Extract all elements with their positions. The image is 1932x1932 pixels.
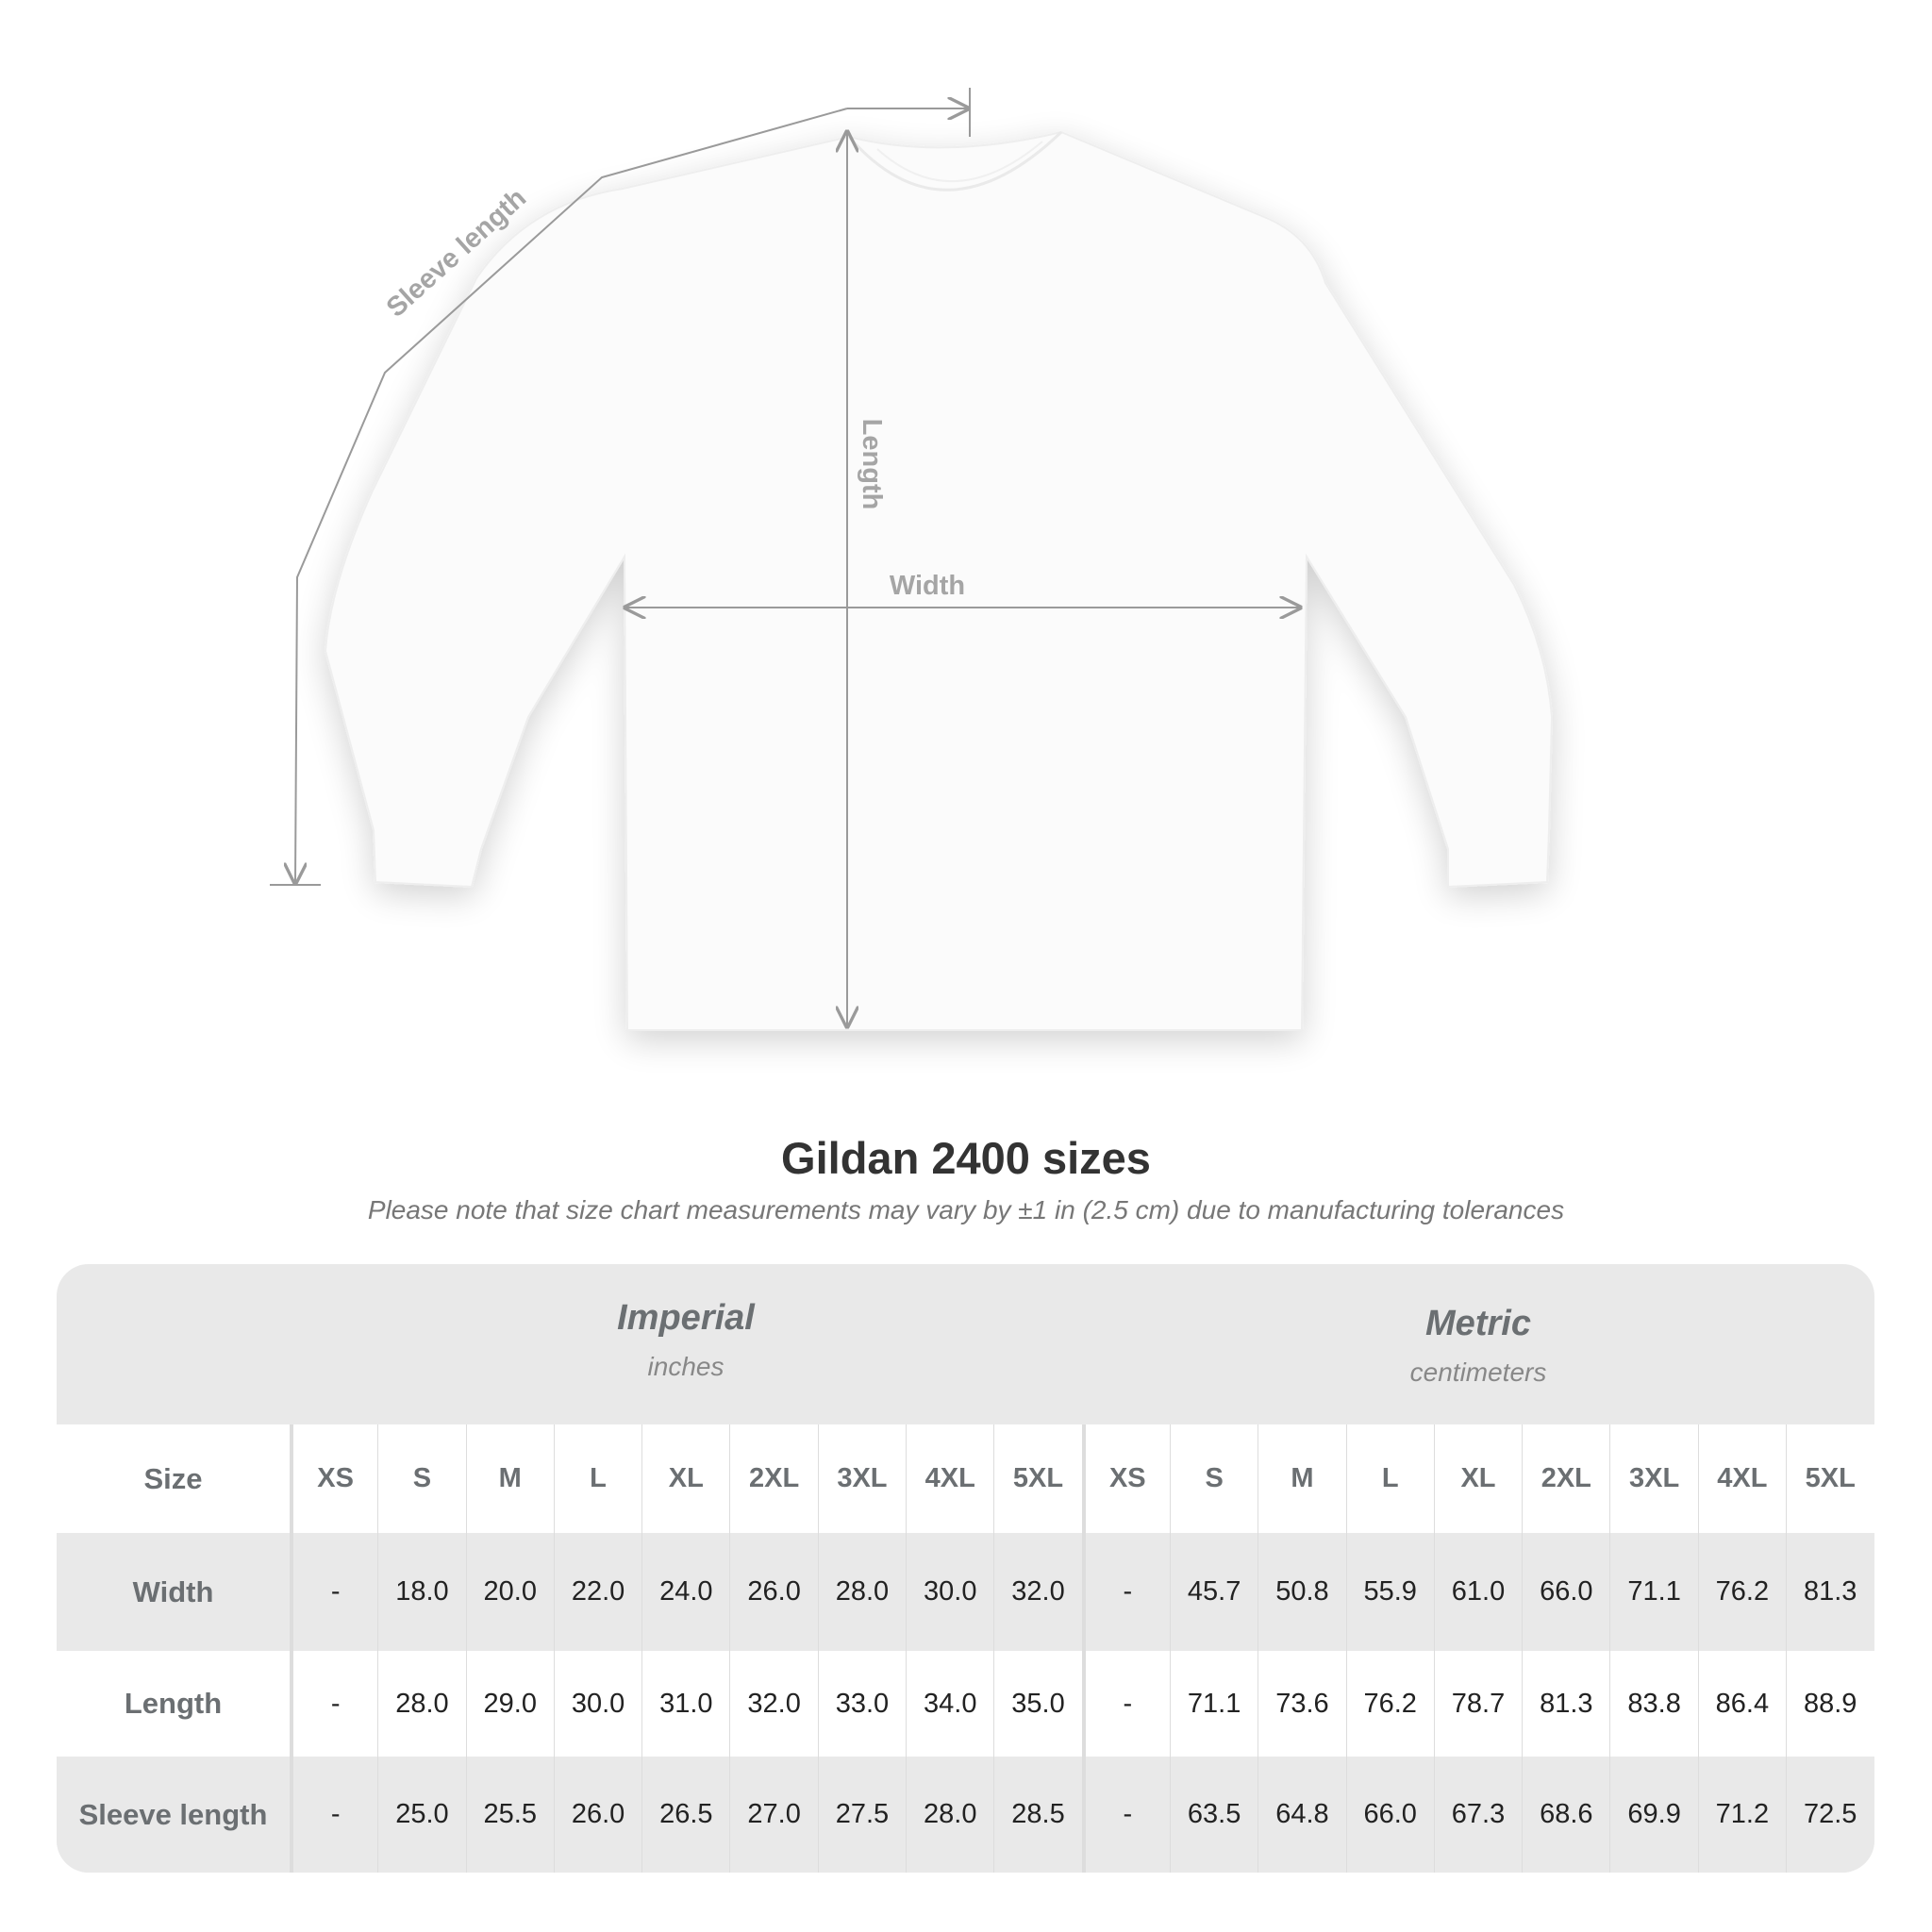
size-header-cell: XL <box>1433 1424 1522 1533</box>
size-table: Imperial inches Metric centimeters Size X… <box>57 1264 1874 1873</box>
size-header-cell: L <box>553 1424 641 1533</box>
table-cell: 27.0 <box>729 1757 817 1873</box>
table-cell: 27.5 <box>817 1757 906 1873</box>
imperial-title: Imperial <box>617 1298 755 1338</box>
row-label: Length <box>124 1687 223 1720</box>
table-cell: 18.0 <box>377 1533 465 1651</box>
table-cell: 83.8 <box>1609 1651 1697 1757</box>
size-header-cell: 4XL <box>906 1424 993 1533</box>
table-cell: 28.5 <box>993 1757 1081 1873</box>
table-cell: 88.9 <box>1786 1651 1874 1757</box>
table-cell: 81.3 <box>1786 1533 1874 1651</box>
table-cell: 64.8 <box>1257 1757 1345 1873</box>
shirt-shape <box>324 130 1554 1031</box>
row-label: Size <box>143 1461 203 1495</box>
table-cell: - <box>1081 1533 1170 1651</box>
size-header-cell: 4XL <box>1697 1424 1786 1533</box>
row-label: Sleeve length <box>78 1797 268 1831</box>
table-cell: 34.0 <box>906 1651 993 1757</box>
size-header-cell: 5XL <box>1786 1424 1874 1533</box>
table-cell: 69.9 <box>1609 1757 1697 1873</box>
table-cell: 63.5 <box>1169 1757 1257 1873</box>
size-header-cell: XL <box>641 1424 729 1533</box>
table-cell: 55.9 <box>1345 1533 1434 1651</box>
imperial-header: Imperial inches <box>290 1264 1082 1424</box>
table-row: Sleeve length -25.0 25.5 26.0 26.5 27.0 27.5 28… <box>57 1757 1874 1873</box>
row-label: Width <box>132 1574 214 1608</box>
size-header-cell: 2XL <box>1522 1424 1609 1533</box>
table-cell: 71.1 <box>1169 1651 1257 1757</box>
table-cell: 29.0 <box>465 1651 554 1757</box>
table-cell: 71.1 <box>1609 1533 1697 1651</box>
size-header-cell: M <box>1257 1424 1345 1533</box>
size-header-row: Size XS S M L XL 2XL 3XL 4XL 5XL XS S M L XL 2XL 3XL 4XL 5… <box>57 1424 1874 1533</box>
size-header-cell: 5XL <box>993 1424 1081 1533</box>
table-cell: - <box>290 1757 377 1873</box>
table-cell: 61.0 <box>1433 1533 1522 1651</box>
table-cell: 25.5 <box>465 1757 554 1873</box>
table-cell: 30.0 <box>553 1651 641 1757</box>
table-cell: - <box>290 1651 377 1757</box>
table-cell: 76.2 <box>1697 1533 1786 1651</box>
tolerance-note: Please note that size chart measurements… <box>367 1195 1565 1224</box>
table-cell: - <box>290 1533 377 1651</box>
table-cell: 73.6 <box>1257 1651 1345 1757</box>
size-header-cell: M <box>465 1424 554 1533</box>
length-label: Length <box>857 419 887 510</box>
table-cell: 66.0 <box>1522 1533 1609 1651</box>
table-cell: 86.4 <box>1697 1651 1786 1757</box>
table-cell: 32.0 <box>993 1533 1081 1651</box>
table-cell: 28.0 <box>906 1757 993 1873</box>
sleeve-line <box>295 108 848 883</box>
table-cell: 68.6 <box>1522 1757 1609 1873</box>
table-cell: 26.0 <box>729 1533 817 1651</box>
table-cell: - <box>1081 1757 1170 1873</box>
table-cell: 72.5 <box>1786 1757 1874 1873</box>
table-cell: 32.0 <box>729 1651 817 1757</box>
size-header-cell: 2XL <box>729 1424 817 1533</box>
table-cell: 20.0 <box>465 1533 554 1651</box>
table-cell: 26.0 <box>553 1757 641 1873</box>
size-header-cell: L <box>1345 1424 1434 1533</box>
table-cell: - <box>1081 1651 1170 1757</box>
table-cell: 67.3 <box>1433 1757 1522 1873</box>
metric-unit: centimeters <box>1409 1357 1547 1387</box>
table-cell: 25.0 <box>377 1757 465 1873</box>
metric-header: Metric centimeters <box>1082 1270 1874 1430</box>
table-cell: 24.0 <box>641 1533 729 1651</box>
table-cell: 28.0 <box>377 1651 465 1757</box>
imperial-unit: inches <box>647 1352 724 1381</box>
table-cell: 22.0 <box>553 1533 641 1651</box>
table-row: Width -18.0 20.0 22.0 24.0 26.0 28.0 30.0 32.0-4… <box>57 1533 1874 1651</box>
size-header-cell: S <box>1169 1424 1257 1533</box>
size-header-cell: XS <box>290 1424 377 1533</box>
size-header-cell: S <box>377 1424 465 1533</box>
table-cell: 30.0 <box>906 1533 993 1651</box>
table-cell: 35.0 <box>993 1651 1081 1757</box>
table-cell: 50.8 <box>1257 1533 1345 1651</box>
table-cell: 28.0 <box>817 1533 906 1651</box>
metric-title: Metric <box>1425 1304 1531 1343</box>
page-title: Gildan 2400 sizes <box>781 1133 1151 1183</box>
table-row: Length -28.0 29.0 30.0 31.0 32.0 33.0 34.0 35.0-… <box>57 1651 1874 1757</box>
table-cell: 81.3 <box>1522 1651 1609 1757</box>
size-header-cell: 3XL <box>817 1424 906 1533</box>
shirt-diagram: Sleeve length Length Width <box>270 88 1554 1031</box>
table-cell: 66.0 <box>1345 1757 1434 1873</box>
size-header-cell: 3XL <box>1609 1424 1697 1533</box>
measurement-lines <box>270 88 1300 1026</box>
table-cell: 33.0 <box>817 1651 906 1757</box>
table-cell: 71.2 <box>1697 1757 1786 1873</box>
width-label: Width <box>890 571 965 601</box>
table-cell: 78.7 <box>1433 1651 1522 1757</box>
table-cell: 26.5 <box>641 1757 729 1873</box>
table-cell: 76.2 <box>1345 1651 1434 1757</box>
size-header-cell: XS <box>1081 1424 1170 1533</box>
table-cell: 31.0 <box>641 1651 729 1757</box>
table-cell: 45.7 <box>1169 1533 1257 1651</box>
